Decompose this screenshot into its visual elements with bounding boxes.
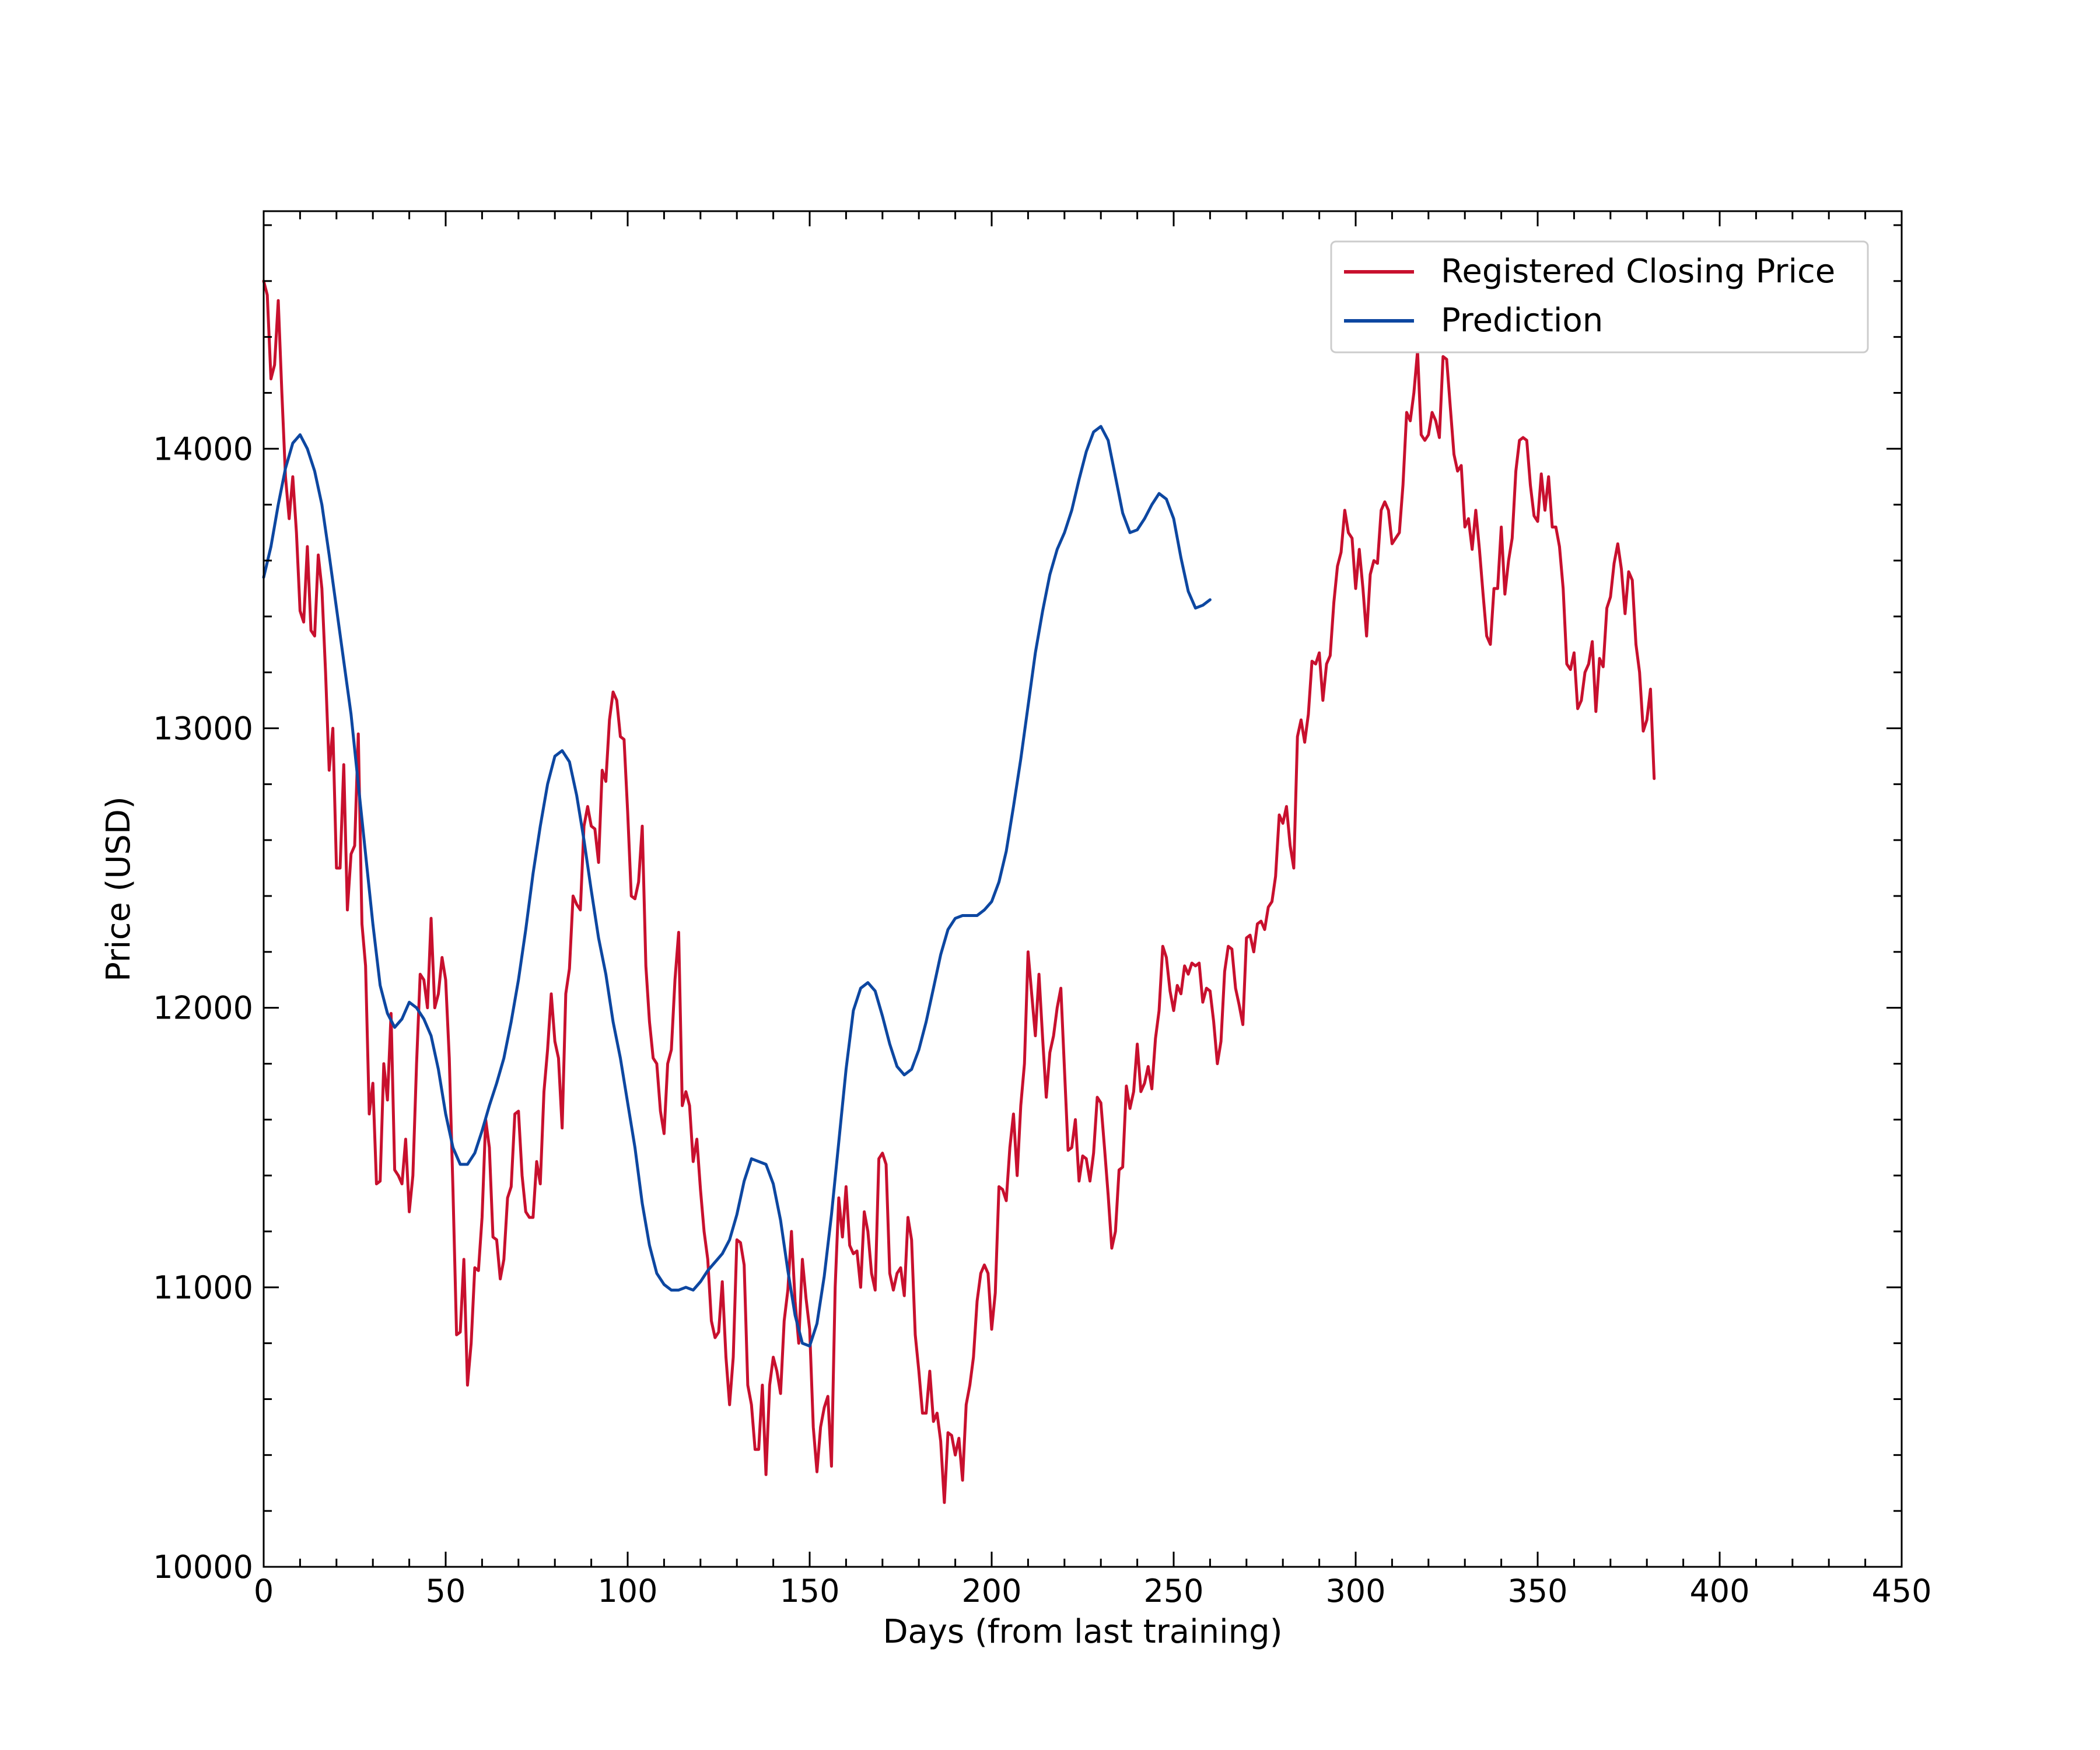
x-tick-label: 350 (1507, 1573, 1567, 1609)
y-tick-label: 10000 (153, 1549, 253, 1586)
legend-label-closing: Registered Closing Price (1441, 253, 1835, 290)
x-tick-label: 200 (961, 1573, 1021, 1609)
series-line-1 (262, 425, 1212, 1348)
y-tick-label: 14000 (153, 430, 253, 467)
x-tick-label: 400 (1689, 1573, 1749, 1609)
legend: Registered Closing Price Prediction (1330, 240, 1869, 354)
series-layer (262, 279, 1656, 1504)
y-axis-label: Price (USD) (100, 796, 138, 982)
x-tick-label: 50 (426, 1573, 466, 1609)
x-tick-label: 300 (1325, 1573, 1385, 1609)
plot-area (264, 211, 1902, 1567)
x-axis-label: Days (from last training) (883, 1613, 1282, 1651)
legend-box (1330, 240, 1869, 354)
tick-layer: 0 50 100 150 200 250 300 350 400 450 10000 11000 120… (153, 211, 1932, 1609)
plot-frame (262, 210, 1903, 1568)
legend-label-prediction: Prediction (1441, 302, 1603, 340)
y-tick-label: 13000 (153, 710, 253, 747)
x-tick-label: 100 (597, 1573, 657, 1609)
x-tick-label: 450 (1871, 1573, 1931, 1609)
x-tick-label: 0 (254, 1573, 274, 1609)
y-tick-label: 12000 (153, 990, 253, 1027)
x-tick-label: 150 (779, 1573, 839, 1609)
x-tick-label: 250 (1143, 1573, 1203, 1609)
y-tick-label: 11000 (153, 1269, 253, 1306)
series-line-0 (262, 279, 1656, 1504)
